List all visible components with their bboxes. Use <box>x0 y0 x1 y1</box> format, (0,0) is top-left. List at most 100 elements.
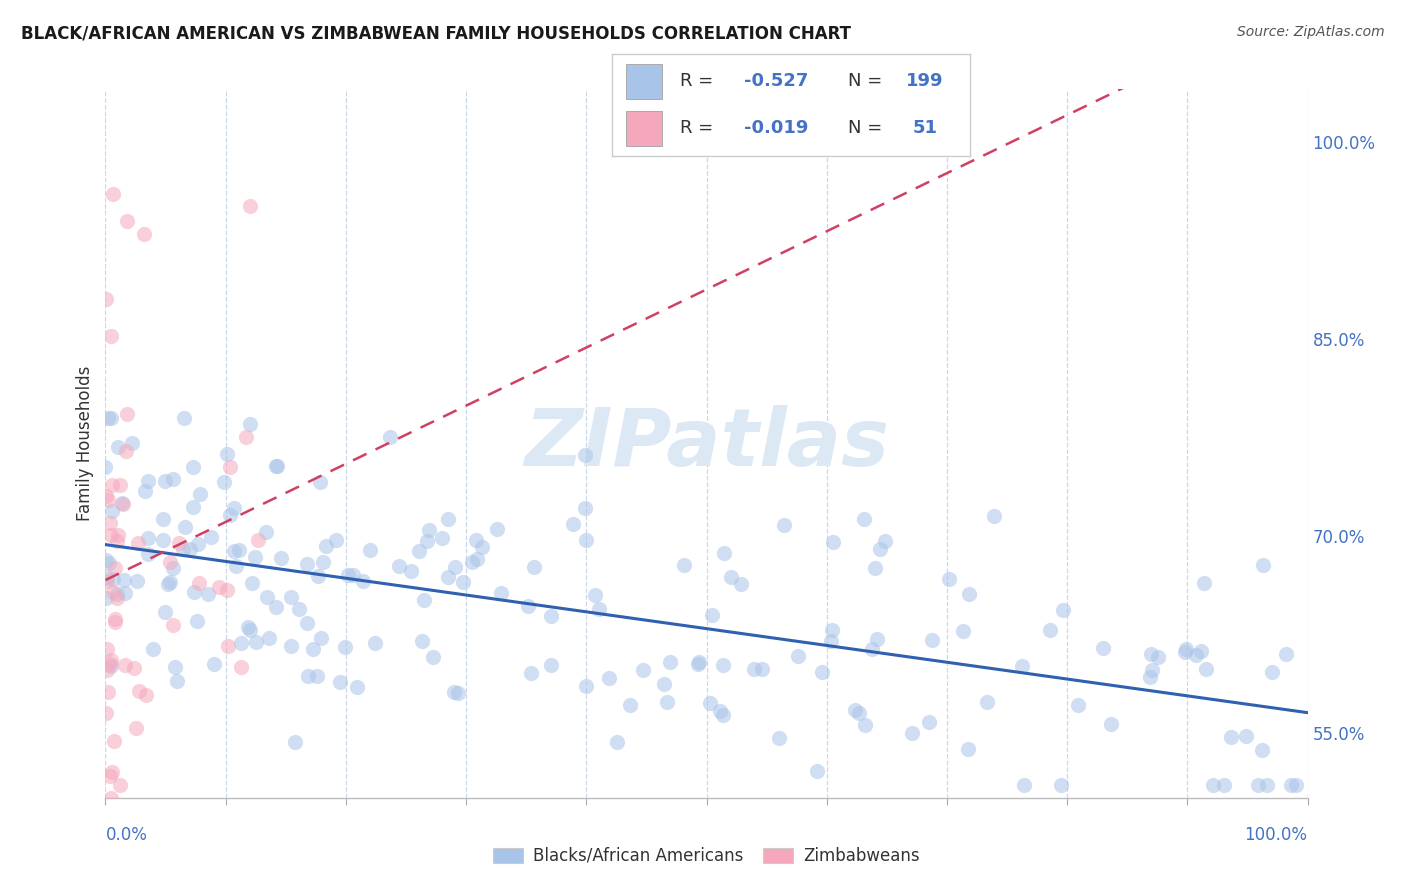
Point <box>720 570 742 584</box>
Text: Source: ZipAtlas.com: Source: ZipAtlas.com <box>1237 25 1385 39</box>
Point <box>1140 664 1163 678</box>
Point <box>866 632 889 646</box>
Point <box>787 649 810 664</box>
Point <box>516 599 538 613</box>
Point <box>337 567 360 582</box>
Point <box>217 583 239 598</box>
Point <box>114 585 136 599</box>
Point <box>1246 778 1268 792</box>
Point <box>197 587 219 601</box>
Point <box>239 417 262 431</box>
Point <box>523 560 546 574</box>
Point <box>413 593 436 607</box>
Point <box>1234 729 1257 743</box>
Point <box>136 547 159 561</box>
Text: 199: 199 <box>905 72 943 90</box>
Point <box>619 698 641 713</box>
Point <box>444 559 467 574</box>
Point <box>583 588 606 602</box>
Point <box>239 199 262 213</box>
Point <box>98 657 121 672</box>
Point <box>364 636 387 650</box>
Point <box>976 695 998 709</box>
Point <box>266 459 288 474</box>
Point <box>325 533 347 547</box>
Text: BLACK/AFRICAN AMERICAN VS ZIMBABWEAN FAMILY HOUSEHOLDS CORRELATION CHART: BLACK/AFRICAN AMERICAN VS ZIMBABWEAN FAM… <box>21 25 851 43</box>
Point <box>806 764 828 778</box>
Point <box>443 685 465 699</box>
Point <box>342 567 364 582</box>
Point <box>1192 575 1215 590</box>
Point <box>768 731 790 745</box>
Point <box>1189 644 1212 658</box>
Point <box>302 642 325 657</box>
Point <box>200 530 222 544</box>
Point <box>132 227 155 241</box>
Point <box>97 556 120 570</box>
Point <box>100 765 122 780</box>
Point <box>174 520 197 534</box>
Point <box>983 508 1005 523</box>
Point <box>297 669 319 683</box>
Point <box>105 533 128 548</box>
Point <box>821 535 844 549</box>
Point <box>852 511 875 525</box>
Point <box>159 555 181 569</box>
Point <box>673 558 696 572</box>
Point <box>100 791 122 805</box>
Point <box>436 512 458 526</box>
Point <box>96 663 118 677</box>
Point <box>540 609 562 624</box>
Point <box>411 633 433 648</box>
Point <box>103 734 125 748</box>
Point <box>225 559 247 574</box>
Point <box>103 573 125 587</box>
Point <box>574 500 596 515</box>
Point <box>94 591 117 606</box>
Point <box>270 551 292 566</box>
Point <box>217 639 239 653</box>
Point <box>918 714 941 729</box>
Point <box>1174 645 1197 659</box>
Point <box>956 741 979 756</box>
Point <box>104 561 127 575</box>
Point <box>1251 558 1274 572</box>
Point <box>1261 665 1284 680</box>
Point <box>432 531 454 545</box>
Point <box>575 533 598 547</box>
Point <box>378 429 401 443</box>
Point <box>284 735 307 749</box>
Point <box>127 536 149 550</box>
Point <box>688 656 710 670</box>
Text: R =: R = <box>679 120 713 137</box>
Point <box>520 666 543 681</box>
Point <box>127 574 149 588</box>
Point <box>1202 778 1225 792</box>
Point <box>186 614 208 628</box>
Point <box>188 486 211 500</box>
Point <box>115 408 138 422</box>
Point <box>94 553 117 567</box>
Point <box>100 329 122 343</box>
Point <box>820 634 842 648</box>
Point <box>103 187 125 202</box>
Point <box>1256 778 1278 792</box>
Point <box>162 617 184 632</box>
Point <box>134 483 156 498</box>
Point <box>652 677 675 691</box>
Point <box>142 642 165 657</box>
Point <box>94 293 117 307</box>
Point <box>107 440 129 454</box>
FancyBboxPatch shape <box>626 64 662 99</box>
Point <box>309 475 332 490</box>
Text: 0.0%: 0.0% <box>105 826 148 844</box>
Point <box>742 662 765 676</box>
Text: ZIPatlas: ZIPatlas <box>524 405 889 483</box>
Point <box>853 718 876 732</box>
Point <box>688 657 710 672</box>
Point <box>122 661 145 675</box>
Point <box>115 443 138 458</box>
Point <box>208 580 231 594</box>
Point <box>447 686 470 700</box>
Point <box>111 496 134 510</box>
